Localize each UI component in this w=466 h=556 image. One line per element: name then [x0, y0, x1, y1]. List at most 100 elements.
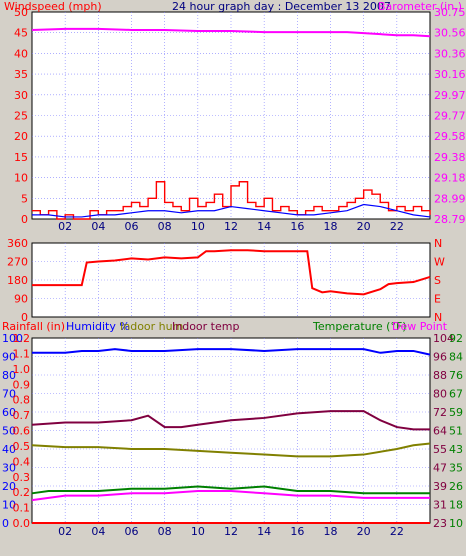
- x-tick-label: 10: [191, 525, 205, 538]
- y-tick-label: 0.7: [13, 409, 31, 422]
- y-tick-label: 51: [449, 425, 463, 438]
- y-tick-label: 1.0: [13, 363, 31, 376]
- x-tick-label: 08: [158, 525, 172, 538]
- y-tick-label: 30.56: [434, 27, 466, 40]
- rainfall-label: Rainfall (in): [2, 320, 65, 333]
- indoor-temp-label: Indoor temp: [172, 320, 239, 333]
- dew-point-label: Dew Point: [392, 320, 448, 333]
- x-tick-label: 06: [125, 220, 139, 233]
- x-tick-label: 08: [158, 220, 172, 233]
- wind-direction-series: [32, 249, 431, 296]
- indoor-hum-series: [31, 442, 431, 458]
- x-tick-label: 12: [224, 525, 238, 538]
- y-tick-label: S: [434, 274, 441, 287]
- y-tick-label: 28.99: [434, 192, 466, 205]
- y-tick-label: 31: [433, 499, 447, 512]
- x-tick-label: 16: [290, 220, 304, 233]
- y-tick-label: 360: [7, 237, 28, 250]
- y-tick-label: 23: [433, 517, 447, 530]
- barometer-series: [31, 27, 431, 38]
- y-tick-label: 15: [14, 151, 28, 164]
- y-tick-label: 0.2: [13, 486, 31, 499]
- y-tick-label: 60: [2, 406, 16, 419]
- y-tick-label: 1.1: [13, 347, 31, 360]
- dew-point-series: [31, 490, 430, 502]
- y-tick-label: 29.38: [434, 151, 466, 164]
- y-tick-label: 55: [433, 443, 447, 456]
- y-tick-label: 0.1: [13, 502, 31, 515]
- y-tick-label: 0.9: [13, 378, 31, 391]
- y-tick-label: 80: [2, 369, 16, 382]
- windspeed-label: Windspeed (mph): [4, 0, 102, 13]
- temperature-humidity-panel: 02 04 06 08 10 12 14 16 18 20 22100908070605040302…: [2, 332, 463, 538]
- y-tick-label: 5: [21, 192, 28, 205]
- y-tick-label: N: [434, 311, 442, 324]
- y-tick-label: 0.8: [13, 394, 31, 407]
- y-tick-label: 90: [2, 351, 16, 364]
- x-tick-label: 16: [290, 525, 304, 538]
- y-tick-label: 270: [7, 256, 28, 269]
- y-tick-label: 0.4: [13, 455, 31, 468]
- y-tick-label: 70: [2, 388, 16, 401]
- y-tick-label: 40: [2, 443, 16, 456]
- y-tick-label: 88: [433, 369, 447, 382]
- y-tick-label: 0.3: [13, 471, 31, 484]
- y-tick-label: 10: [449, 517, 463, 530]
- y-tick-label: 104: [433, 332, 454, 345]
- y-tick-label: 64: [433, 425, 447, 438]
- y-tick-label: 39: [433, 480, 447, 493]
- y-tick-label: 0.0: [13, 517, 31, 530]
- wind-barometer-panel: 02 04 06 08 10 12 14 16 18 20 22504540353025201510…: [14, 6, 466, 233]
- y-tick-label: 30.75: [434, 6, 466, 19]
- y-tick-label: 10: [2, 499, 16, 512]
- x-tick-label: 02: [58, 220, 72, 233]
- y-tick-label: 180: [7, 274, 28, 287]
- x-tick-label: 14: [257, 220, 271, 233]
- indoor-hum-label: Indoor hum: [120, 320, 183, 333]
- y-tick-label: 0.6: [13, 425, 31, 438]
- x-tick-label: 18: [324, 525, 338, 538]
- y-tick-label: 28.79: [434, 213, 466, 226]
- x-tick-label: 14: [257, 525, 271, 538]
- y-tick-label: 0: [2, 517, 9, 530]
- y-tick-label: 30.16: [434, 68, 466, 81]
- barometer-label: Barometer (in.): [378, 0, 462, 13]
- humidity-series: [32, 348, 431, 356]
- x-tick-label: 22: [390, 220, 404, 233]
- y-tick-label: 67: [449, 388, 463, 401]
- x-tick-label: 18: [324, 220, 338, 233]
- x-tick-label: 22: [390, 525, 404, 538]
- y-tick-label: 84: [449, 351, 463, 364]
- y-tick-label: 29.97: [434, 89, 466, 102]
- y-tick-label: 45: [14, 27, 28, 40]
- y-tick-label: 0: [21, 311, 28, 324]
- y-tick-label: 20: [14, 130, 28, 143]
- y-tick-label: 26: [449, 480, 463, 493]
- y-tick-label: 25: [14, 110, 28, 123]
- y-tick-label: 30.36: [434, 47, 466, 60]
- x-tick-label: 20: [357, 220, 371, 233]
- y-tick-label: 40: [14, 47, 28, 60]
- y-tick-label: E: [434, 293, 441, 306]
- y-tick-label: 90: [14, 293, 28, 306]
- y-tick-label: 96: [433, 351, 447, 364]
- wind-avg-series: [32, 203, 431, 218]
- x-tick-label: 06: [125, 525, 139, 538]
- temperature-series: [31, 485, 430, 495]
- x-tick-label: 12: [224, 220, 238, 233]
- x-tick-label: 20: [357, 525, 371, 538]
- y-tick-label: 10: [14, 172, 28, 185]
- y-tick-label: 0: [21, 213, 28, 226]
- y-tick-label: 35: [449, 462, 463, 475]
- y-tick-label: 50: [14, 6, 28, 19]
- y-tick-label: 43: [449, 443, 463, 456]
- y-tick-label: 20: [2, 480, 16, 493]
- x-tick-label: 04: [91, 220, 105, 233]
- y-tick-label: 76: [449, 369, 463, 382]
- y-tick-label: 59: [449, 406, 463, 419]
- graph-title: 24 hour graph day : December 13 2007: [172, 0, 391, 13]
- y-tick-label: 30: [14, 89, 28, 102]
- y-tick-label: 29.18: [434, 172, 466, 185]
